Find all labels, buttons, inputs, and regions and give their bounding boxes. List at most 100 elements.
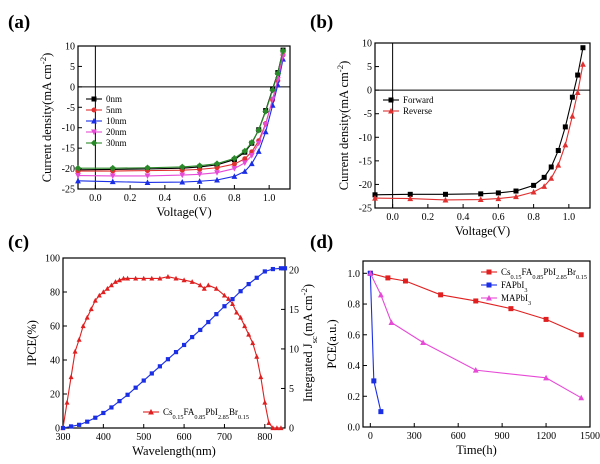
data-point <box>60 425 66 431</box>
legend-marker <box>91 129 97 136</box>
data-point <box>230 301 236 306</box>
data-point <box>242 156 248 162</box>
data-point <box>133 275 139 281</box>
data-point <box>173 349 179 355</box>
data-point <box>388 319 395 325</box>
data-point <box>205 282 211 288</box>
series-line-0 <box>370 272 582 336</box>
data-point <box>495 190 501 196</box>
data-point <box>117 399 122 404</box>
data-point <box>100 289 106 295</box>
x-axis-label: Wavelength(nm) <box>132 444 216 458</box>
data-point <box>402 278 408 284</box>
data-point <box>221 292 227 298</box>
data-point <box>144 173 151 180</box>
panel-label: (a) <box>8 12 30 33</box>
y-tick-label: -20 <box>359 180 372 191</box>
y-tick-label: -15 <box>62 144 75 155</box>
data-point <box>262 399 268 405</box>
data-point <box>367 270 374 276</box>
data-point <box>179 172 186 179</box>
data-point <box>250 340 256 346</box>
data-point <box>270 266 275 272</box>
y-tick-label: 100 <box>45 254 60 265</box>
y-tick-label: 0.6 <box>348 330 361 341</box>
data-point <box>196 162 203 170</box>
data-point <box>248 139 256 146</box>
data-point <box>72 348 78 354</box>
x-tick-label: 600 <box>451 431 466 442</box>
data-point <box>214 176 220 183</box>
y-right-tick-label: 15 <box>289 305 299 316</box>
data-point <box>278 266 284 271</box>
data-point <box>377 291 384 298</box>
data-point <box>266 420 272 425</box>
x-tick-label: 0.8 <box>527 212 540 223</box>
data-point <box>372 192 378 198</box>
y-tick-label: 5 <box>367 62 372 73</box>
legend-label: 0nm <box>106 94 122 104</box>
data-point <box>541 183 548 189</box>
data-point <box>385 275 391 281</box>
data-point <box>262 269 267 274</box>
data-point <box>569 112 576 119</box>
data-point <box>196 171 203 178</box>
legend-marker <box>91 96 97 102</box>
data-point <box>197 282 203 288</box>
plot-frame <box>77 45 291 190</box>
y-tick-label: 5 <box>70 62 75 73</box>
data-point <box>255 126 263 134</box>
data-point <box>213 285 219 291</box>
data-point <box>109 164 117 172</box>
data-point <box>477 196 484 203</box>
data-point <box>274 425 280 431</box>
y-right-tick-label: 5 <box>289 384 294 395</box>
x-tick-label: 800 <box>257 432 272 443</box>
series-line-3 <box>77 56 284 177</box>
data-point <box>157 275 163 281</box>
data-point <box>442 196 449 203</box>
data-point <box>580 45 586 51</box>
series-line-0 <box>62 276 281 429</box>
data-point <box>198 327 203 333</box>
data-point <box>270 425 276 431</box>
data-point <box>258 374 264 380</box>
data-point <box>141 275 147 281</box>
data-point <box>144 164 151 172</box>
data-point <box>133 385 138 390</box>
data-point <box>231 166 238 172</box>
data-point <box>495 195 502 202</box>
legend-label: 30nm <box>106 138 127 148</box>
y-tick-label: 40 <box>50 356 60 367</box>
series-line-1 <box>62 267 285 429</box>
data-point <box>93 415 98 420</box>
x-tick-label: 0.0 <box>386 212 399 223</box>
data-point <box>371 378 377 384</box>
data-point <box>117 277 123 283</box>
data-point <box>472 367 479 373</box>
data-point <box>530 188 537 195</box>
panel-label: (c) <box>8 232 29 253</box>
data-point <box>407 191 413 197</box>
data-point <box>178 163 186 171</box>
legend-label: Cs0.15FA0.85PbI2.85Br0.15 <box>501 267 587 281</box>
data-point <box>165 274 171 279</box>
data-point <box>104 285 110 291</box>
data-point <box>241 147 249 155</box>
data-point <box>508 306 514 312</box>
data-point <box>231 155 238 162</box>
series-line-2 <box>369 273 582 399</box>
x-axis-label: Time(h) <box>456 443 497 457</box>
data-point <box>189 279 195 284</box>
y-tick-label: 1.0 <box>348 269 361 280</box>
data-point <box>531 182 537 188</box>
x-tick-label: 300 <box>56 432 71 443</box>
y-tick-label: 0.2 <box>348 392 361 403</box>
data-point <box>279 47 287 55</box>
data-point <box>407 195 414 202</box>
data-point <box>64 399 70 405</box>
y-axis-label: Current density(mA cm-2) <box>38 53 54 183</box>
y-tick-label: 10 <box>362 39 372 50</box>
data-point <box>246 281 251 287</box>
data-point <box>234 309 240 315</box>
